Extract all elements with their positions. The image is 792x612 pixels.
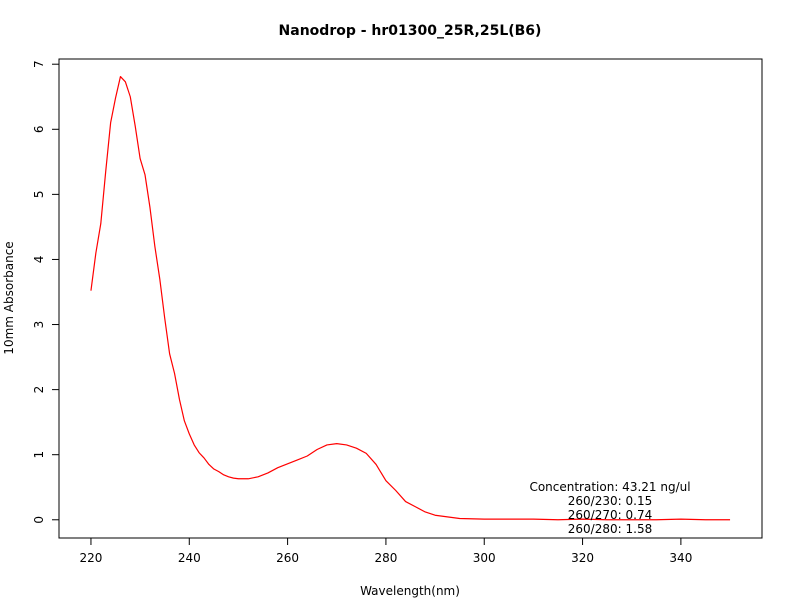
- y-tick-label: 1: [32, 451, 46, 459]
- chart-title: Nanodrop - hr01300_25R,25L(B6): [279, 23, 542, 39]
- annotation-ratio-260-270: 260/270: 0.74: [568, 508, 652, 522]
- annotation-concentration: Concentration: 43.21 ng/ul: [529, 480, 690, 494]
- y-tick-label: 2: [32, 386, 46, 394]
- x-tick-label: 240: [178, 551, 201, 565]
- y-axis: 0 1 2 3 4 5 6 7: [32, 60, 59, 524]
- x-tick-label: 220: [80, 551, 103, 565]
- x-tick-label: 260: [276, 551, 299, 565]
- x-tick-label: 340: [669, 551, 692, 565]
- x-tick-label: 320: [571, 551, 594, 565]
- absorbance-series-line: [90, 75, 731, 521]
- y-tick-label: 4: [32, 256, 46, 264]
- x-axis-label: Wavelength(nm): [360, 584, 460, 598]
- x-tick-label: 300: [473, 551, 496, 565]
- y-axis-label: 10mm Absorbance: [2, 241, 16, 354]
- series-layer: [90, 75, 731, 521]
- y-tick-label: 6: [32, 125, 46, 133]
- x-axis: 220 240 260 280 300 320 340: [80, 538, 692, 565]
- y-tick-label: 7: [32, 60, 46, 68]
- y-tick-label: 3: [32, 321, 46, 329]
- annotation-block: Concentration: 43.21 ng/ul 260/230: 0.15…: [529, 480, 690, 536]
- y-tick-label: 0: [32, 516, 46, 524]
- plot-frame: [58, 58, 763, 539]
- x-tick-label: 280: [374, 551, 397, 565]
- y-tick-label: 5: [32, 191, 46, 199]
- annotation-ratio-260-280: 260/280: 1.58: [568, 522, 652, 536]
- annotation-ratio-260-230: 260/230: 0.15: [568, 494, 652, 508]
